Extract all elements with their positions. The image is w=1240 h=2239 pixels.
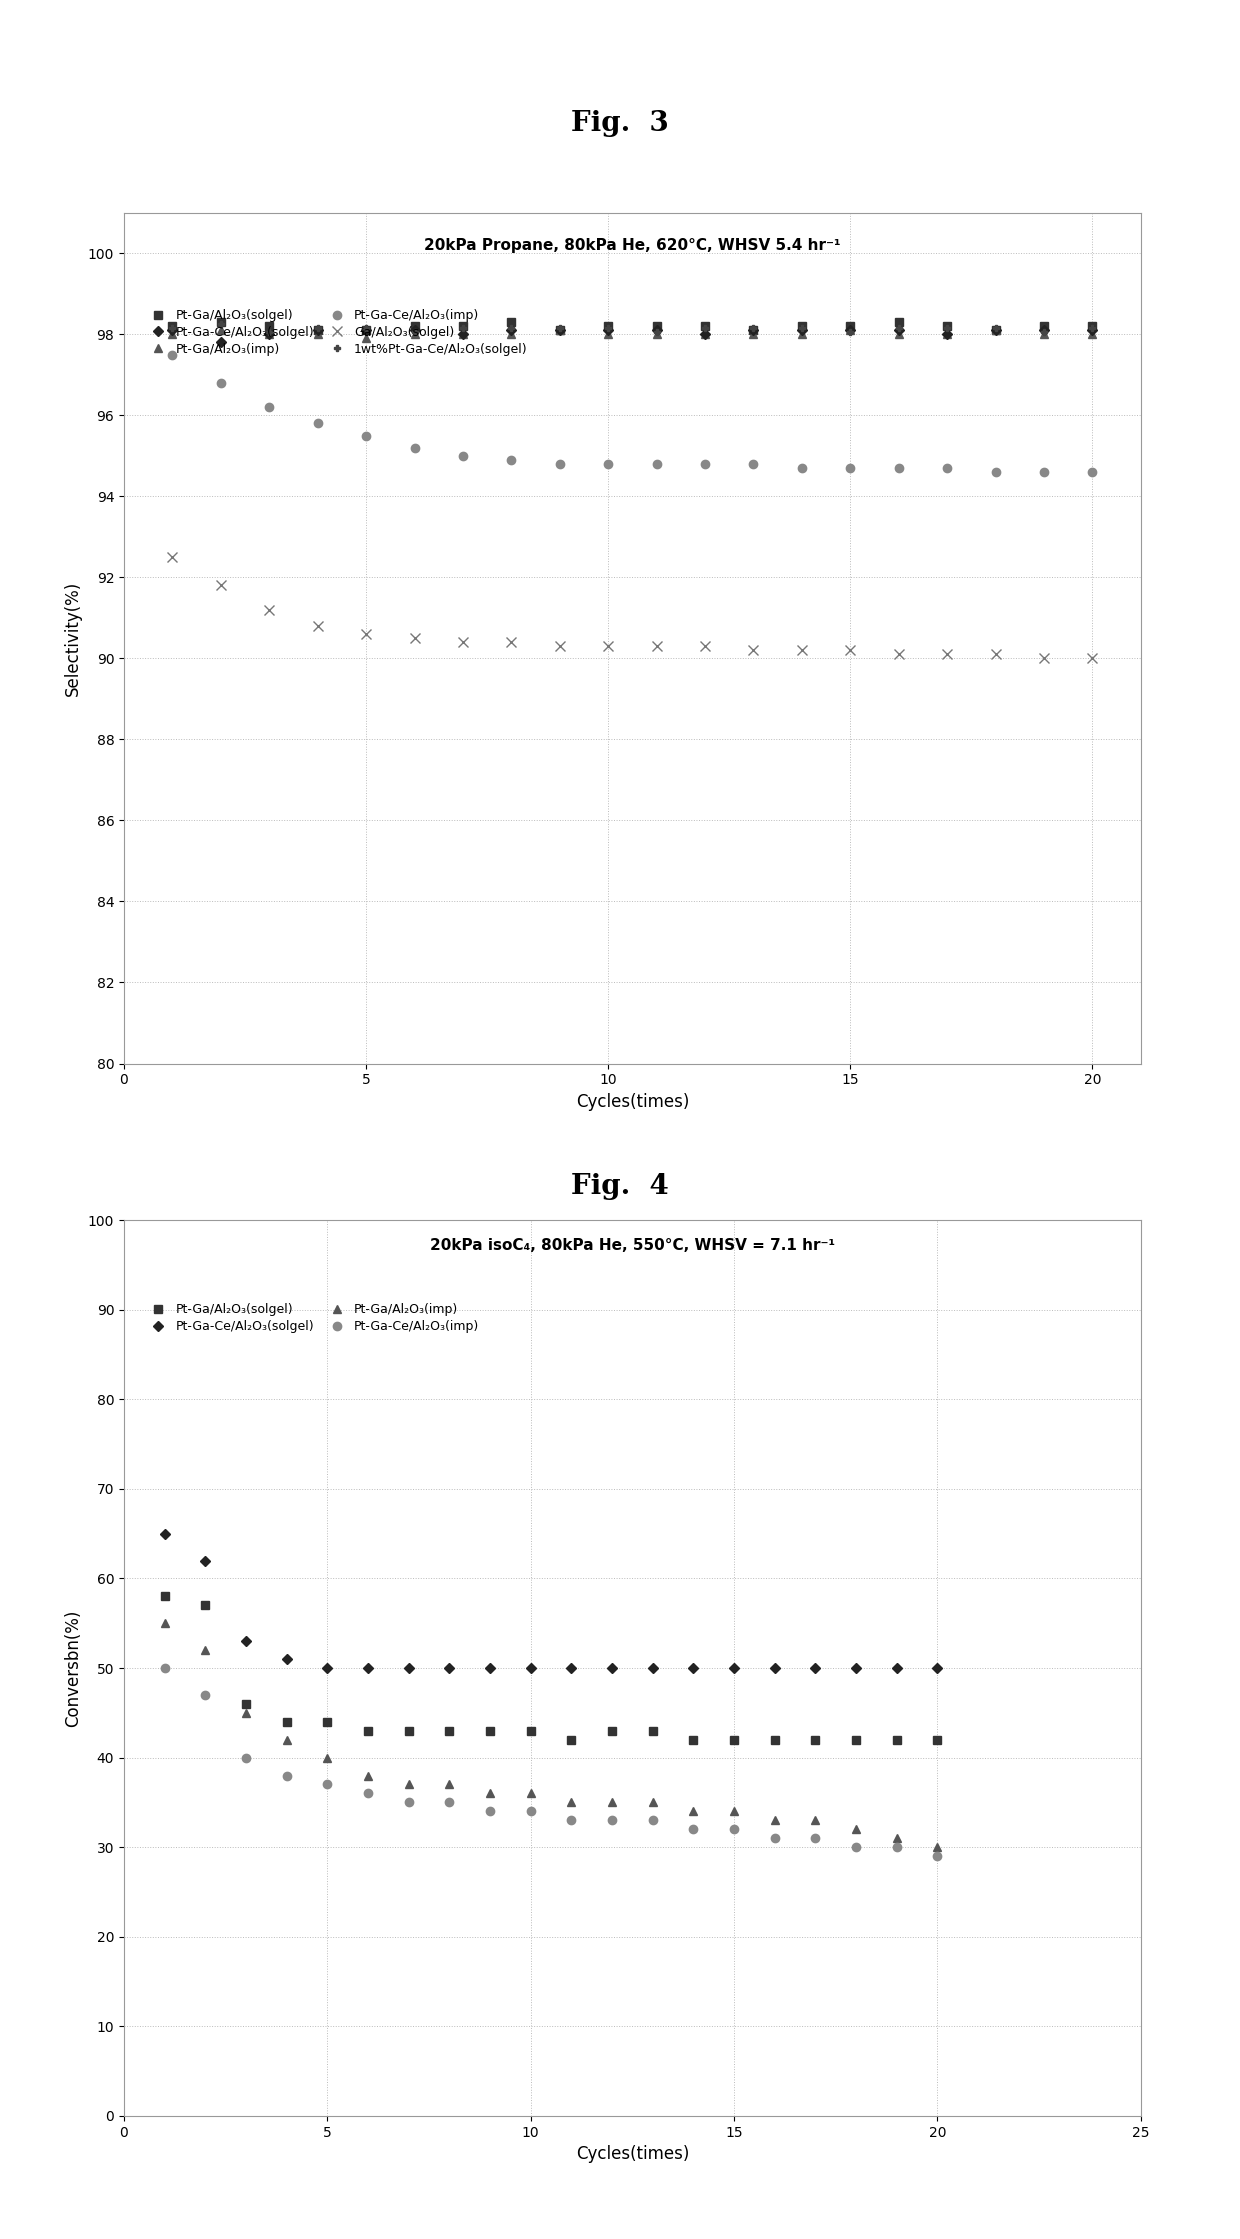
Text: Fig.  4: Fig. 4 [572,1173,668,1200]
Y-axis label: Conversbn(%): Conversbn(%) [64,1610,82,1726]
X-axis label: Cycles(times): Cycles(times) [575,1093,689,1111]
Y-axis label: Selectivity(%): Selectivity(%) [64,580,82,696]
Legend: Pt-Ga/Al₂O₃(solgel), Pt-Ga-Ce/Al₂O₃(solgel), Pt-Ga/Al₂O₃(imp), Pt-Ga-Ce/Al₂O₃(im: Pt-Ga/Al₂O₃(solgel), Pt-Ga-Ce/Al₂O₃(solg… [140,1299,485,1339]
X-axis label: Cycles(times): Cycles(times) [575,2145,689,2163]
Text: 20kPa Propane, 80kPa He, 620°C, WHSV 5.4 hr⁻¹: 20kPa Propane, 80kPa He, 620°C, WHSV 5.4… [424,237,841,253]
Text: 20kPa isoC₄, 80kPa He, 550°C, WHSV = 7.1 hr⁻¹: 20kPa isoC₄, 80kPa He, 550°C, WHSV = 7.1… [430,1238,835,1254]
Legend: Pt-Ga/Al₂O₃(solgel), Pt-Ga-Ce/Al₂O₃(solgel), Pt-Ga/Al₂O₃(imp), Pt-Ga-Ce/Al₂O₃(im: Pt-Ga/Al₂O₃(solgel), Pt-Ga-Ce/Al₂O₃(solg… [140,305,533,360]
Text: Fig.  3: Fig. 3 [572,110,668,137]
